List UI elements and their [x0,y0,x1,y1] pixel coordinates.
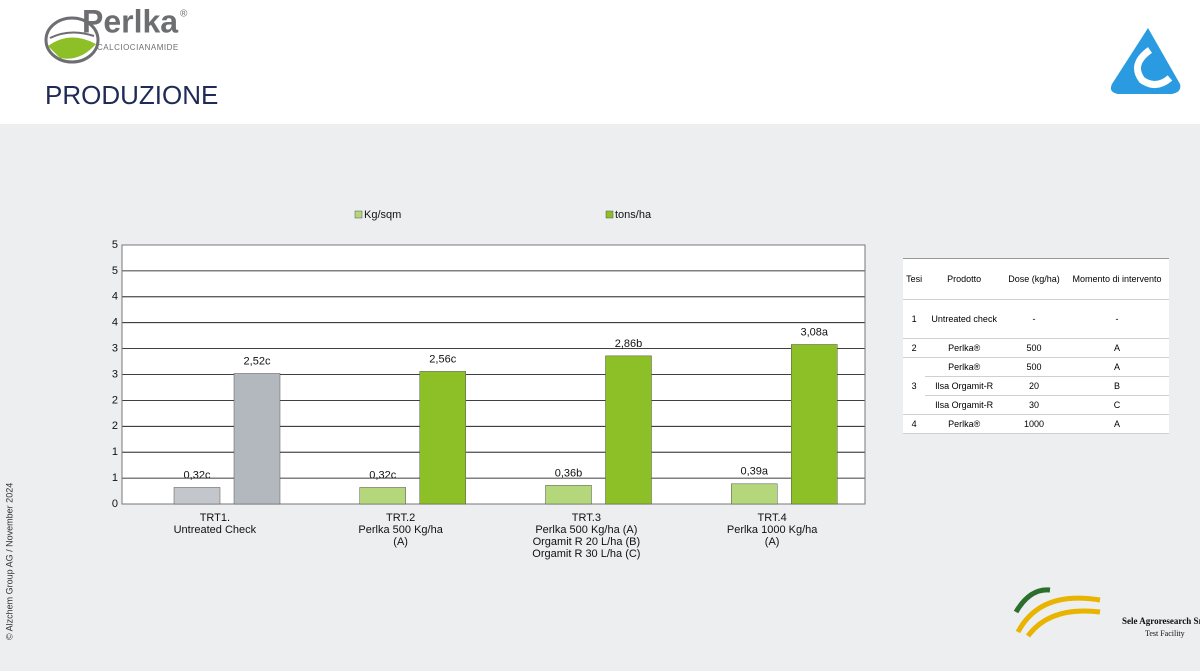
table-row: Ilsa Orgamit-R 30 C [903,395,1169,415]
table-header-row: Tesi Prodotto Dose (kg/ha) Momento di inter… [903,258,1169,300]
legend-label: tons/ha [615,209,652,221]
partner-name: Sele Agroresearch Srl [1122,616,1200,626]
x-tick-label: Perlka 1000 Kg/ha [727,524,818,536]
value-label: 2,86b [615,338,643,350]
bar [359,487,406,505]
x-tick-label: (A) [393,536,408,548]
brand-name: Perlka [82,3,178,39]
bar [605,355,652,505]
x-tick-label: Perlka 500 Kg/ha [358,524,443,536]
copyright: © Alzchem Group AG / November 2024 [4,483,14,640]
slide-title: PRODUZIONE [45,80,218,110]
y-tick-label: 5 [112,265,118,277]
table-row: 2 Perlka® 500 A [903,338,1169,358]
x-tick-label: Perlka 500 Kg/ha (A) [535,524,637,536]
y-tick-label: 3 [112,343,118,355]
value-label: 0,39a [740,466,768,478]
y-tick-label: 4 [112,291,118,303]
y-tick-label: 2 [112,420,118,432]
legend-label: Kg/sqm [364,209,401,221]
bar [791,344,838,505]
x-tick-label: TRT1. [200,512,230,524]
y-tick-label: 1 [112,446,118,458]
value-label: 0,32c [369,469,396,481]
value-label: 0,36b [555,467,583,479]
legend-swatch [605,210,614,219]
value-label: 0,32c [184,469,211,481]
table-cell: 1000 [1003,414,1066,434]
y-tick-label: 4 [112,317,118,329]
bar [731,483,778,505]
value-label: 2,56c [429,353,456,365]
y-tick-label: 2 [112,394,118,406]
table-cell: 1 [903,299,926,339]
table-cell: C [1065,395,1169,415]
x-tick-label: TRT.4 [758,512,787,524]
table-row: Ilsa Orgamit-R 20 B [903,376,1169,396]
table-cell: Perlka® [925,357,1004,377]
bar [419,371,466,505]
bar [233,373,281,505]
table-cell: 20 [1003,376,1066,396]
x-tick-label: TRT.3 [572,512,601,524]
table-row: 4 Perlka® 1000 A [903,414,1169,434]
table-cell: 4 [903,414,926,434]
legend-swatch [354,210,363,219]
table-cell: 500 [1003,338,1066,358]
x-tick-label: Orgamit R 20 L/ha (B) [533,536,641,548]
table-header-cell: Momento di intervento [1065,258,1169,300]
partner-sub: Test Facility [1145,629,1185,638]
y-tick-label: 3 [112,368,118,380]
table-header-cell: Dose (kg/ha) [1003,258,1066,300]
partner-logo [1013,587,1101,638]
treatment-table: Tesi Prodotto Dose (kg/ha) Momento di inter… [903,258,1169,434]
value-label: 3,08a [800,326,828,338]
table-header-cell: Prodotto [925,258,1004,300]
table-cell: 500 [1003,357,1066,377]
y-tick-label: 0 [112,498,118,510]
table-cell: 2 [903,338,926,358]
y-tick-label: 5 [112,239,118,251]
table-cell: 3 [903,357,926,415]
table-cell: Perlka® [925,414,1004,434]
table-cell: A [1065,357,1169,377]
table-header-cell: Tesi [903,258,926,300]
corner-logo [1110,28,1181,94]
brand-sub: CALCIOCIANAMIDE [97,43,179,52]
table-cell: Ilsa Orgamit-R [925,376,1004,396]
brand-logo [44,16,100,64]
x-tick-label: Untreated Check [174,524,257,536]
value-label: 2,52c [244,355,271,367]
table-cell: Ilsa Orgamit-R [925,395,1004,415]
x-tick-label: (A) [765,536,780,548]
bar [173,487,221,505]
table-cell: A [1065,414,1169,434]
x-tick-label: Orgamit R 30 L/ha (C) [532,548,640,560]
table-cell: A [1065,338,1169,358]
table-cell: B [1065,376,1169,396]
table-row: 3 Perlka® 500 A [903,357,1169,415]
plot-border [121,244,866,505]
table-cell: Perlka® [925,338,1004,358]
x-tick-label: TRT.2 [386,512,415,524]
table-row: 1 Untreated check - - [903,299,1169,339]
brand-mark: ® [180,9,188,20]
table-cell: - [1003,299,1066,339]
table-cell: 30 [1003,395,1066,415]
header-band [0,0,1200,124]
y-tick-label: 1 [112,472,118,484]
table-cell: Untreated check [925,299,1004,339]
table-cell: - [1065,299,1169,339]
bar [545,485,592,505]
